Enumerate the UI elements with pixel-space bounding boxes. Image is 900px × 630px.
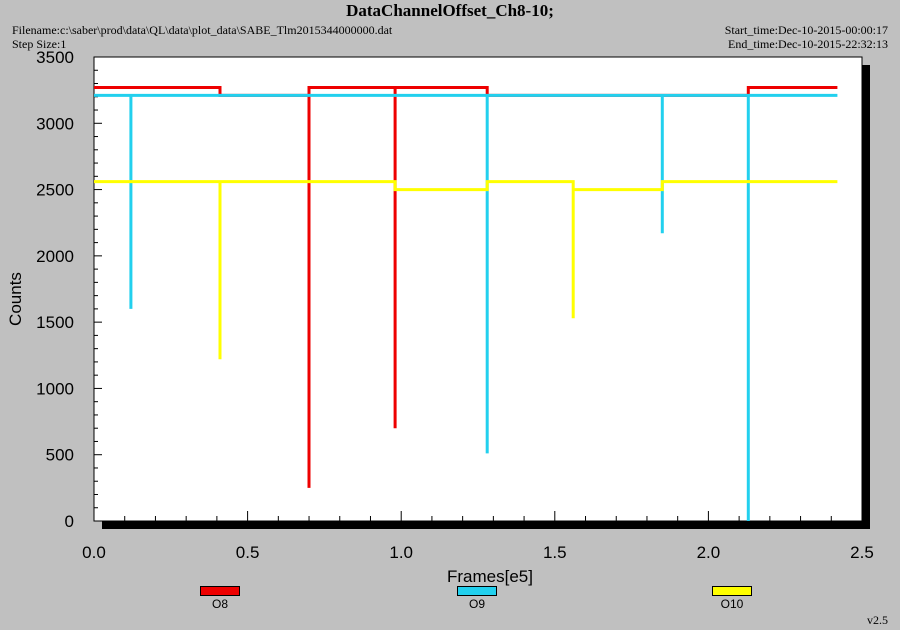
- legend-swatch-o10: [712, 586, 752, 596]
- plot-area: [93, 56, 863, 522]
- version-label: v2.5: [867, 613, 888, 627]
- legend-item-o8: O8: [180, 586, 260, 611]
- legend-label-o10: O10: [720, 597, 744, 611]
- x-axis-label: Frames[e5]: [447, 567, 533, 586]
- y-tick-label: 2000: [36, 247, 74, 266]
- y-tick-label: 1000: [36, 379, 74, 398]
- step-size-label: Step Size:1: [12, 37, 67, 51]
- x-tick-label: 2.5: [850, 543, 874, 562]
- chart-title: DataChannelOffset_Ch8-10;: [346, 1, 554, 20]
- y-tick-label: 3500: [36, 48, 74, 67]
- x-tick-label: 1.5: [543, 543, 567, 562]
- legend-item-o10: O10: [692, 586, 772, 611]
- y-tick-label: 0: [65, 512, 74, 531]
- y-tick-label: 1500: [36, 313, 74, 332]
- legend-label-o9: O9: [468, 597, 485, 611]
- legend-swatch-o9: [457, 586, 497, 596]
- y-axis-label: Counts: [6, 272, 25, 326]
- start-time-label: Start_time:Dec-10-2015-00:00:17: [724, 23, 888, 37]
- legend-label-o8: O8: [211, 597, 228, 611]
- end-time-label: End_time:Dec-10-2015-22:32:13: [728, 37, 888, 51]
- y-tick-label: 500: [46, 446, 74, 465]
- x-tick-label: 0.5: [236, 543, 260, 562]
- y-tick-label: 3000: [36, 114, 74, 133]
- x-tick-label: 1.0: [389, 543, 413, 562]
- legend-swatch-o8: [200, 586, 240, 596]
- legend-item-o9: O9: [437, 586, 517, 611]
- y-tick-label: 2500: [36, 181, 74, 200]
- series-line-o10: [94, 180, 838, 360]
- x-tick-label: 2.0: [697, 543, 721, 562]
- series-line-o9: [94, 93, 838, 521]
- filename-label: Filename:c:\saber\prod\data\QL\data\plot…: [12, 23, 393, 37]
- x-tick-label: 0.0: [82, 543, 106, 562]
